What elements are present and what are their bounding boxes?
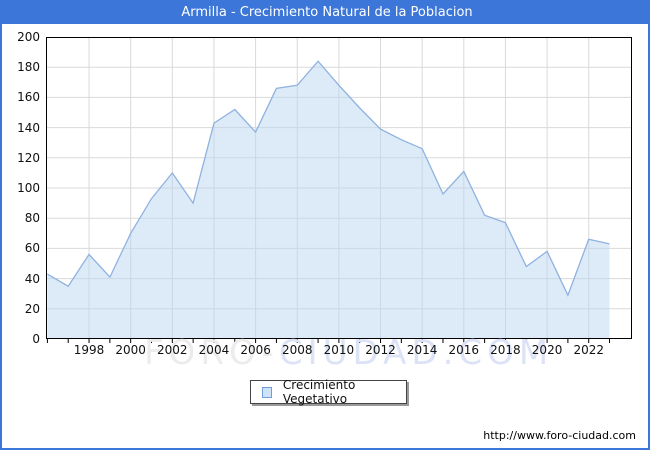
y-axis-tick-label: 0 bbox=[32, 332, 40, 346]
x-axis-tick-label: 2002 bbox=[157, 343, 188, 357]
footer-url: http://www.foro-ciudad.com bbox=[483, 429, 636, 442]
watermark: FORO-CIUDAD.COM bbox=[144, 333, 553, 373]
y-axis-tick-label: 40 bbox=[24, 271, 40, 286]
watermark-part1: FORO- bbox=[144, 333, 279, 373]
y-axis-tick-label: 20 bbox=[24, 301, 40, 316]
x-axis-tick-label: 2018 bbox=[490, 343, 521, 357]
legend-label: Crecimiento Vegetativo bbox=[282, 378, 356, 406]
chart-plot bbox=[46, 37, 632, 343]
y-axis-tick-label: 100 bbox=[17, 181, 40, 195]
legend-box: Crecimiento Vegetativo bbox=[250, 378, 407, 406]
x-axis-tick-label: 2020 bbox=[531, 343, 563, 357]
watermark-part2: CIUDAD.COM bbox=[278, 333, 554, 373]
x-axis-tick-label: 2006 bbox=[240, 343, 271, 357]
y-axis-tick-label: 140 bbox=[17, 120, 40, 135]
page-title: Armilla - Crecimiento Natural de la Pobl… bbox=[2, 2, 650, 24]
x-axis-tick-label: 2004 bbox=[198, 343, 230, 357]
x-axis-tick-label: 2022 bbox=[573, 343, 604, 357]
x-axis-tick-label: 1998 bbox=[73, 343, 105, 357]
y-axis-tick-label: 160 bbox=[17, 90, 40, 105]
y-axis-tick-label: 80 bbox=[24, 211, 40, 226]
x-axis-tick-label: 2010 bbox=[323, 343, 355, 357]
x-axis-tick-label: 2016 bbox=[448, 343, 480, 357]
x-axis-tick-label: 2012 bbox=[365, 343, 396, 357]
x-axis-tick-label: 2000 bbox=[115, 343, 146, 357]
y-axis-tick-label: 60 bbox=[24, 241, 40, 256]
y-axis-tick-label: 180 bbox=[17, 60, 40, 75]
x-axis-tick-label: 2014 bbox=[406, 343, 438, 357]
x-axis-tick-label: 2008 bbox=[281, 343, 313, 357]
legend-swatch-icon bbox=[262, 386, 272, 398]
y-axis-tick-label: 120 bbox=[17, 150, 40, 165]
y-axis-tick-label: 200 bbox=[17, 30, 40, 44]
